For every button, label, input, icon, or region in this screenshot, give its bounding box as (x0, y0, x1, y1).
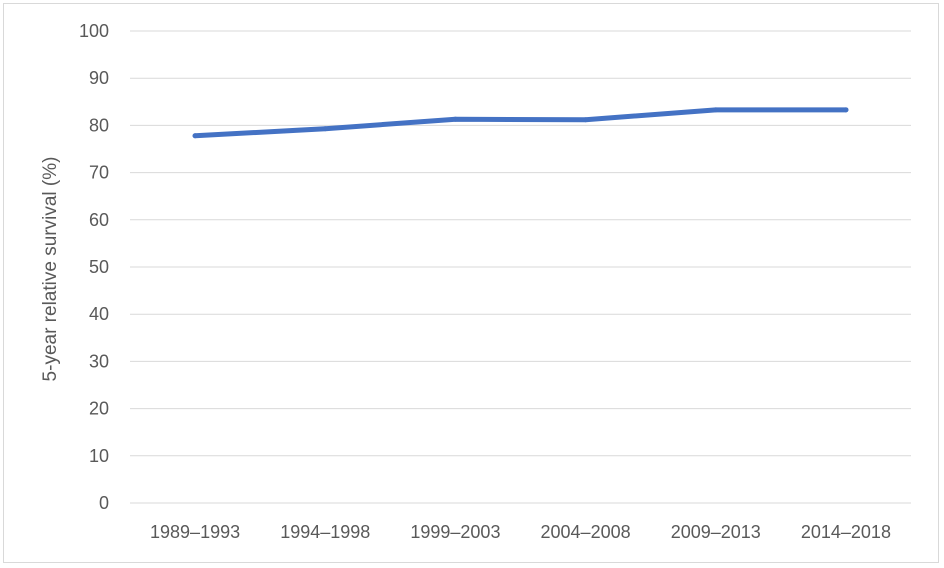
x-tick-label: 1989–1993 (150, 522, 240, 542)
x-tick-label: 2009–2013 (671, 522, 761, 542)
y-tick-label: 30 (89, 351, 109, 371)
data-point (452, 116, 458, 122)
chart-frame (3, 3, 939, 563)
series-layer (192, 107, 849, 139)
y-tick-label: 50 (89, 257, 109, 277)
y-axis-title: 5-year relative survival (%) (40, 157, 61, 382)
gridlines (130, 30, 911, 504)
data-point (843, 107, 849, 113)
x-tick-label: 1994–1998 (280, 522, 370, 542)
x-axis-tick-labels: 1989–1993 1994–1998 1999–2003 2004–2008 2009… (150, 522, 891, 542)
data-point (583, 117, 589, 123)
x-tick-label: 1999–2003 (410, 522, 500, 542)
data-point (192, 133, 198, 139)
y-tick-label: 10 (89, 446, 109, 466)
y-tick-label: 40 (89, 304, 109, 324)
data-point (713, 107, 719, 113)
y-tick-label: 0 (99, 493, 109, 513)
y-tick-label: 60 (89, 210, 109, 230)
y-tick-label: 100 (79, 21, 109, 41)
y-tick-label: 70 (89, 163, 109, 183)
y-tick-label: 90 (89, 68, 109, 88)
x-tick-label: 2004–2008 (541, 522, 631, 542)
series-line-0 (192, 107, 849, 139)
x-tick-label: 2014–2018 (801, 522, 891, 542)
y-tick-label: 80 (89, 115, 109, 135)
data-point (322, 126, 328, 132)
y-tick-label: 20 (89, 399, 109, 419)
y-axis-tick-labels: 0 10 20 30 40 50 60 70 80 90 100 (79, 21, 109, 513)
